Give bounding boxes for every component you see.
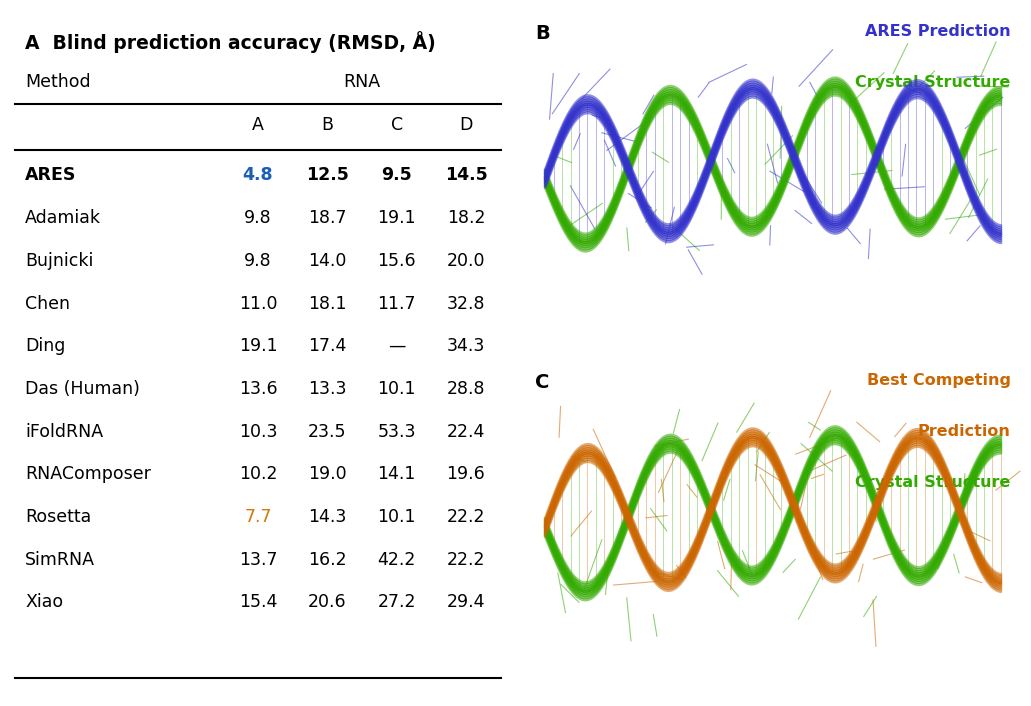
Text: 10.2: 10.2 — [239, 465, 277, 484]
Text: 10.1: 10.1 — [377, 380, 415, 398]
Text: 32.8: 32.8 — [446, 294, 486, 313]
Text: 15.6: 15.6 — [377, 252, 415, 270]
Text: 16.2: 16.2 — [308, 551, 346, 569]
Text: ARES Prediction: ARES Prediction — [865, 24, 1010, 39]
Text: 19.6: 19.6 — [446, 465, 486, 484]
Text: RNAComposer: RNAComposer — [25, 465, 152, 484]
Text: A: A — [252, 116, 264, 134]
Text: Adamiak: Adamiak — [25, 209, 101, 227]
Text: RNA: RNA — [343, 73, 380, 91]
Text: 17.4: 17.4 — [308, 337, 346, 355]
Text: Crystal Structure: Crystal Structure — [856, 474, 1010, 490]
Text: Das (Human): Das (Human) — [25, 380, 140, 398]
Text: SimRNA: SimRNA — [25, 551, 95, 569]
Text: 14.3: 14.3 — [308, 508, 346, 526]
Text: 12.5: 12.5 — [306, 167, 348, 184]
Text: 19.1: 19.1 — [238, 337, 277, 355]
Text: 9.8: 9.8 — [244, 252, 272, 270]
Text: 11.0: 11.0 — [239, 294, 277, 313]
Text: Ding: Ding — [25, 337, 66, 355]
Text: 34.3: 34.3 — [446, 337, 486, 355]
Text: 18.7: 18.7 — [308, 209, 346, 227]
Text: 13.6: 13.6 — [238, 380, 277, 398]
Text: 19.1: 19.1 — [377, 209, 415, 227]
Text: 14.1: 14.1 — [377, 465, 415, 484]
Text: 4.8: 4.8 — [242, 167, 273, 184]
Text: 20.0: 20.0 — [446, 252, 486, 270]
Text: 10.1: 10.1 — [377, 508, 415, 526]
Text: 19.0: 19.0 — [308, 465, 346, 484]
Text: 13.7: 13.7 — [239, 551, 277, 569]
Text: 20.6: 20.6 — [308, 594, 346, 611]
Text: C: C — [391, 116, 403, 134]
Text: 7.7: 7.7 — [244, 508, 272, 526]
Text: 23.5: 23.5 — [308, 423, 346, 441]
Text: 53.3: 53.3 — [377, 423, 415, 441]
Text: 18.1: 18.1 — [308, 294, 346, 313]
Text: 9.8: 9.8 — [244, 209, 272, 227]
Text: 29.4: 29.4 — [446, 594, 486, 611]
Text: 9.5: 9.5 — [381, 167, 412, 184]
Text: 22.4: 22.4 — [446, 423, 486, 441]
Text: B: B — [322, 116, 333, 134]
Text: 22.2: 22.2 — [446, 551, 486, 569]
Text: 22.2: 22.2 — [446, 508, 486, 526]
Text: 27.2: 27.2 — [377, 594, 415, 611]
Text: 42.2: 42.2 — [377, 551, 415, 569]
Text: 10.3: 10.3 — [239, 423, 277, 441]
Text: ARES: ARES — [25, 167, 76, 184]
Text: 28.8: 28.8 — [446, 380, 486, 398]
Text: 13.3: 13.3 — [308, 380, 346, 398]
Text: B: B — [535, 24, 551, 43]
Text: Bujnicki: Bujnicki — [25, 252, 94, 270]
Text: 11.7: 11.7 — [377, 294, 415, 313]
Text: iFoldRNA: iFoldRNA — [25, 423, 103, 441]
Text: D: D — [459, 116, 472, 134]
Text: Chen: Chen — [25, 294, 70, 313]
Text: C: C — [535, 373, 550, 392]
Text: Method: Method — [25, 73, 91, 91]
Text: A  Blind prediction accuracy (RMSD, Å): A Blind prediction accuracy (RMSD, Å) — [25, 31, 436, 53]
Text: 14.5: 14.5 — [444, 167, 488, 184]
Text: 15.4: 15.4 — [239, 594, 277, 611]
Text: —: — — [388, 337, 405, 355]
Text: Crystal Structure: Crystal Structure — [856, 75, 1010, 90]
Text: Best Competing: Best Competing — [867, 373, 1010, 388]
Text: Prediction: Prediction — [918, 424, 1010, 438]
Text: Xiao: Xiao — [25, 594, 63, 611]
Text: Rosetta: Rosetta — [25, 508, 92, 526]
Text: 14.0: 14.0 — [308, 252, 346, 270]
Text: 18.2: 18.2 — [446, 209, 486, 227]
